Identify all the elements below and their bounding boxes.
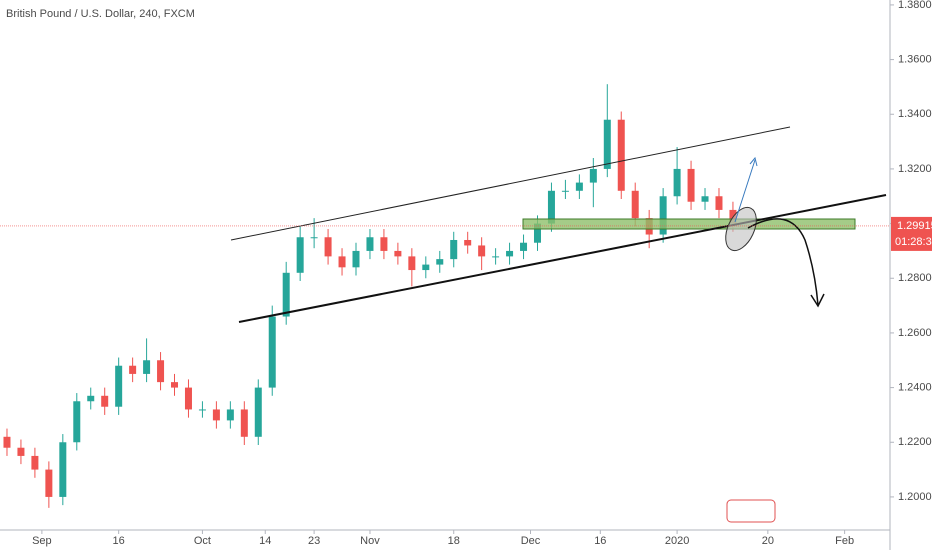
- candle-body: [687, 168, 695, 202]
- x-tick-label: 16: [113, 535, 125, 547]
- y-tick-label: 1.32000: [898, 163, 932, 175]
- y-tick-label: 1.22000: [898, 436, 932, 448]
- down-arrow-head: [810, 293, 825, 308]
- candle-body: [394, 250, 402, 257]
- candle-body: [603, 119, 611, 169]
- candle-body: [324, 237, 332, 257]
- candle-body: [59, 442, 67, 497]
- last-price-label: 1.29915: [897, 220, 932, 232]
- candle-body: [129, 365, 137, 374]
- candle-body: [296, 237, 304, 273]
- x-tick-label: 2020: [665, 535, 689, 547]
- support-zone: [522, 218, 856, 230]
- candle-body: [450, 239, 458, 260]
- y-tick-label: 1.26000: [898, 327, 932, 339]
- candle-body: [87, 395, 95, 402]
- candle-body: [561, 190, 569, 192]
- candle-body: [143, 360, 151, 374]
- candle-body: [533, 223, 541, 243]
- plot-area: [3, 84, 737, 508]
- x-tick-label: 14: [259, 535, 271, 547]
- drawings: [230, 126, 887, 523]
- candle-body: [212, 409, 220, 421]
- candle-body: [547, 190, 555, 224]
- x-tick-label: Dec: [521, 535, 541, 547]
- candle-body: [268, 316, 276, 388]
- candle-body: [617, 119, 625, 191]
- candle-body: [17, 447, 25, 456]
- candle-body: [436, 259, 444, 265]
- candle-body: [520, 242, 528, 251]
- candle-body: [282, 272, 290, 317]
- candle-body: [464, 239, 472, 246]
- candle-body: [631, 190, 639, 219]
- candle-body: [478, 245, 486, 257]
- candle-body: [31, 455, 39, 470]
- candle-body: [3, 436, 11, 448]
- candle-body: [701, 196, 709, 202]
- channel-bottom: [238, 194, 887, 323]
- candle-body: [198, 409, 206, 411]
- watermark-badge: [726, 499, 776, 523]
- candle-body: [254, 387, 262, 437]
- candle-body: [226, 409, 234, 421]
- candle-body: [45, 469, 53, 497]
- x-tick-label: Feb: [835, 535, 854, 547]
- candle-body: [380, 237, 388, 251]
- x-tick-label: Sep: [32, 535, 52, 547]
- candle-body: [506, 250, 514, 257]
- candle-body: [492, 256, 500, 258]
- candle-body: [715, 196, 723, 210]
- candle-body: [408, 256, 416, 271]
- candle-body: [673, 168, 681, 197]
- candle-body: [659, 196, 667, 235]
- y-tick-label: 1.36000: [898, 53, 932, 65]
- candle-body: [101, 395, 109, 407]
- y-tick-label: 1.38000: [898, 0, 932, 11]
- highlight-ellipse: [725, 206, 757, 252]
- candle-body: [575, 182, 583, 191]
- chart-title: British Pound / U.S. Dollar, 240, FXCM: [6, 8, 195, 20]
- channel-top: [230, 126, 791, 241]
- up-arrow-head: [749, 156, 758, 167]
- candle-body: [171, 382, 179, 388]
- y-tick-label: 1.20000: [898, 491, 932, 503]
- x-tick-label: 23: [308, 535, 320, 547]
- y-tick-label: 1.34000: [898, 108, 932, 120]
- x-tick-label: Oct: [194, 535, 211, 547]
- down-arrow: [747, 218, 819, 306]
- candle-body: [589, 168, 597, 183]
- x-tick-label: Nov: [360, 535, 380, 547]
- candle-body: [310, 237, 318, 239]
- candle-body: [422, 264, 430, 271]
- last-price-box: [891, 216, 932, 251]
- candle-body: [352, 250, 360, 268]
- x-tick-label: 16: [594, 535, 606, 547]
- up-arrow: [734, 159, 756, 223]
- candle-body: [240, 409, 248, 437]
- candle-body: [338, 256, 346, 268]
- candle-body: [366, 237, 374, 251]
- candle-body: [73, 401, 81, 443]
- candle-body: [115, 365, 123, 407]
- candle-body: [184, 387, 192, 410]
- y-tick-label: 1.28000: [898, 272, 932, 284]
- candle-body: [157, 360, 165, 383]
- y-tick-label: 1.24000: [898, 381, 932, 393]
- countdown-label: 01:28:37: [895, 236, 932, 248]
- x-tick-label: 18: [448, 535, 460, 547]
- x-tick-label: 20: [762, 535, 774, 547]
